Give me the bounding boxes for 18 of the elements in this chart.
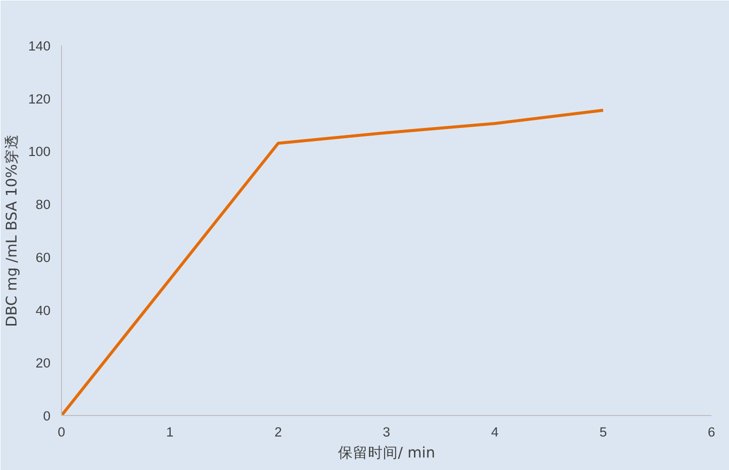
x-tick-label: 5 [599, 424, 607, 440]
y-tick-label: 0 [43, 408, 51, 424]
y-axis-title: DBC mg /mL BSA 10%穿透 [3, 134, 20, 327]
x-tick-label: 3 [382, 424, 390, 440]
x-axis-title: 保留时间/ min [338, 444, 436, 462]
y-tick-label: 80 [36, 197, 51, 212]
line-series [62, 108, 605, 416]
y-tick-label: 60 [36, 250, 51, 265]
x-tick-label: 2 [274, 424, 282, 440]
y-tick-label: 20 [36, 356, 51, 371]
x-tick-label: 1 [166, 424, 174, 440]
y-tick-label: 140 [28, 38, 51, 54]
x-tick-label: 0 [58, 424, 66, 440]
x-tick-label: 6 [708, 424, 716, 440]
y-tick-label: 120 [28, 91, 51, 106]
y-tick-label: 40 [36, 302, 51, 318]
y-tick-label: 100 [28, 144, 51, 160]
x-tick-label: 4 [491, 424, 500, 440]
